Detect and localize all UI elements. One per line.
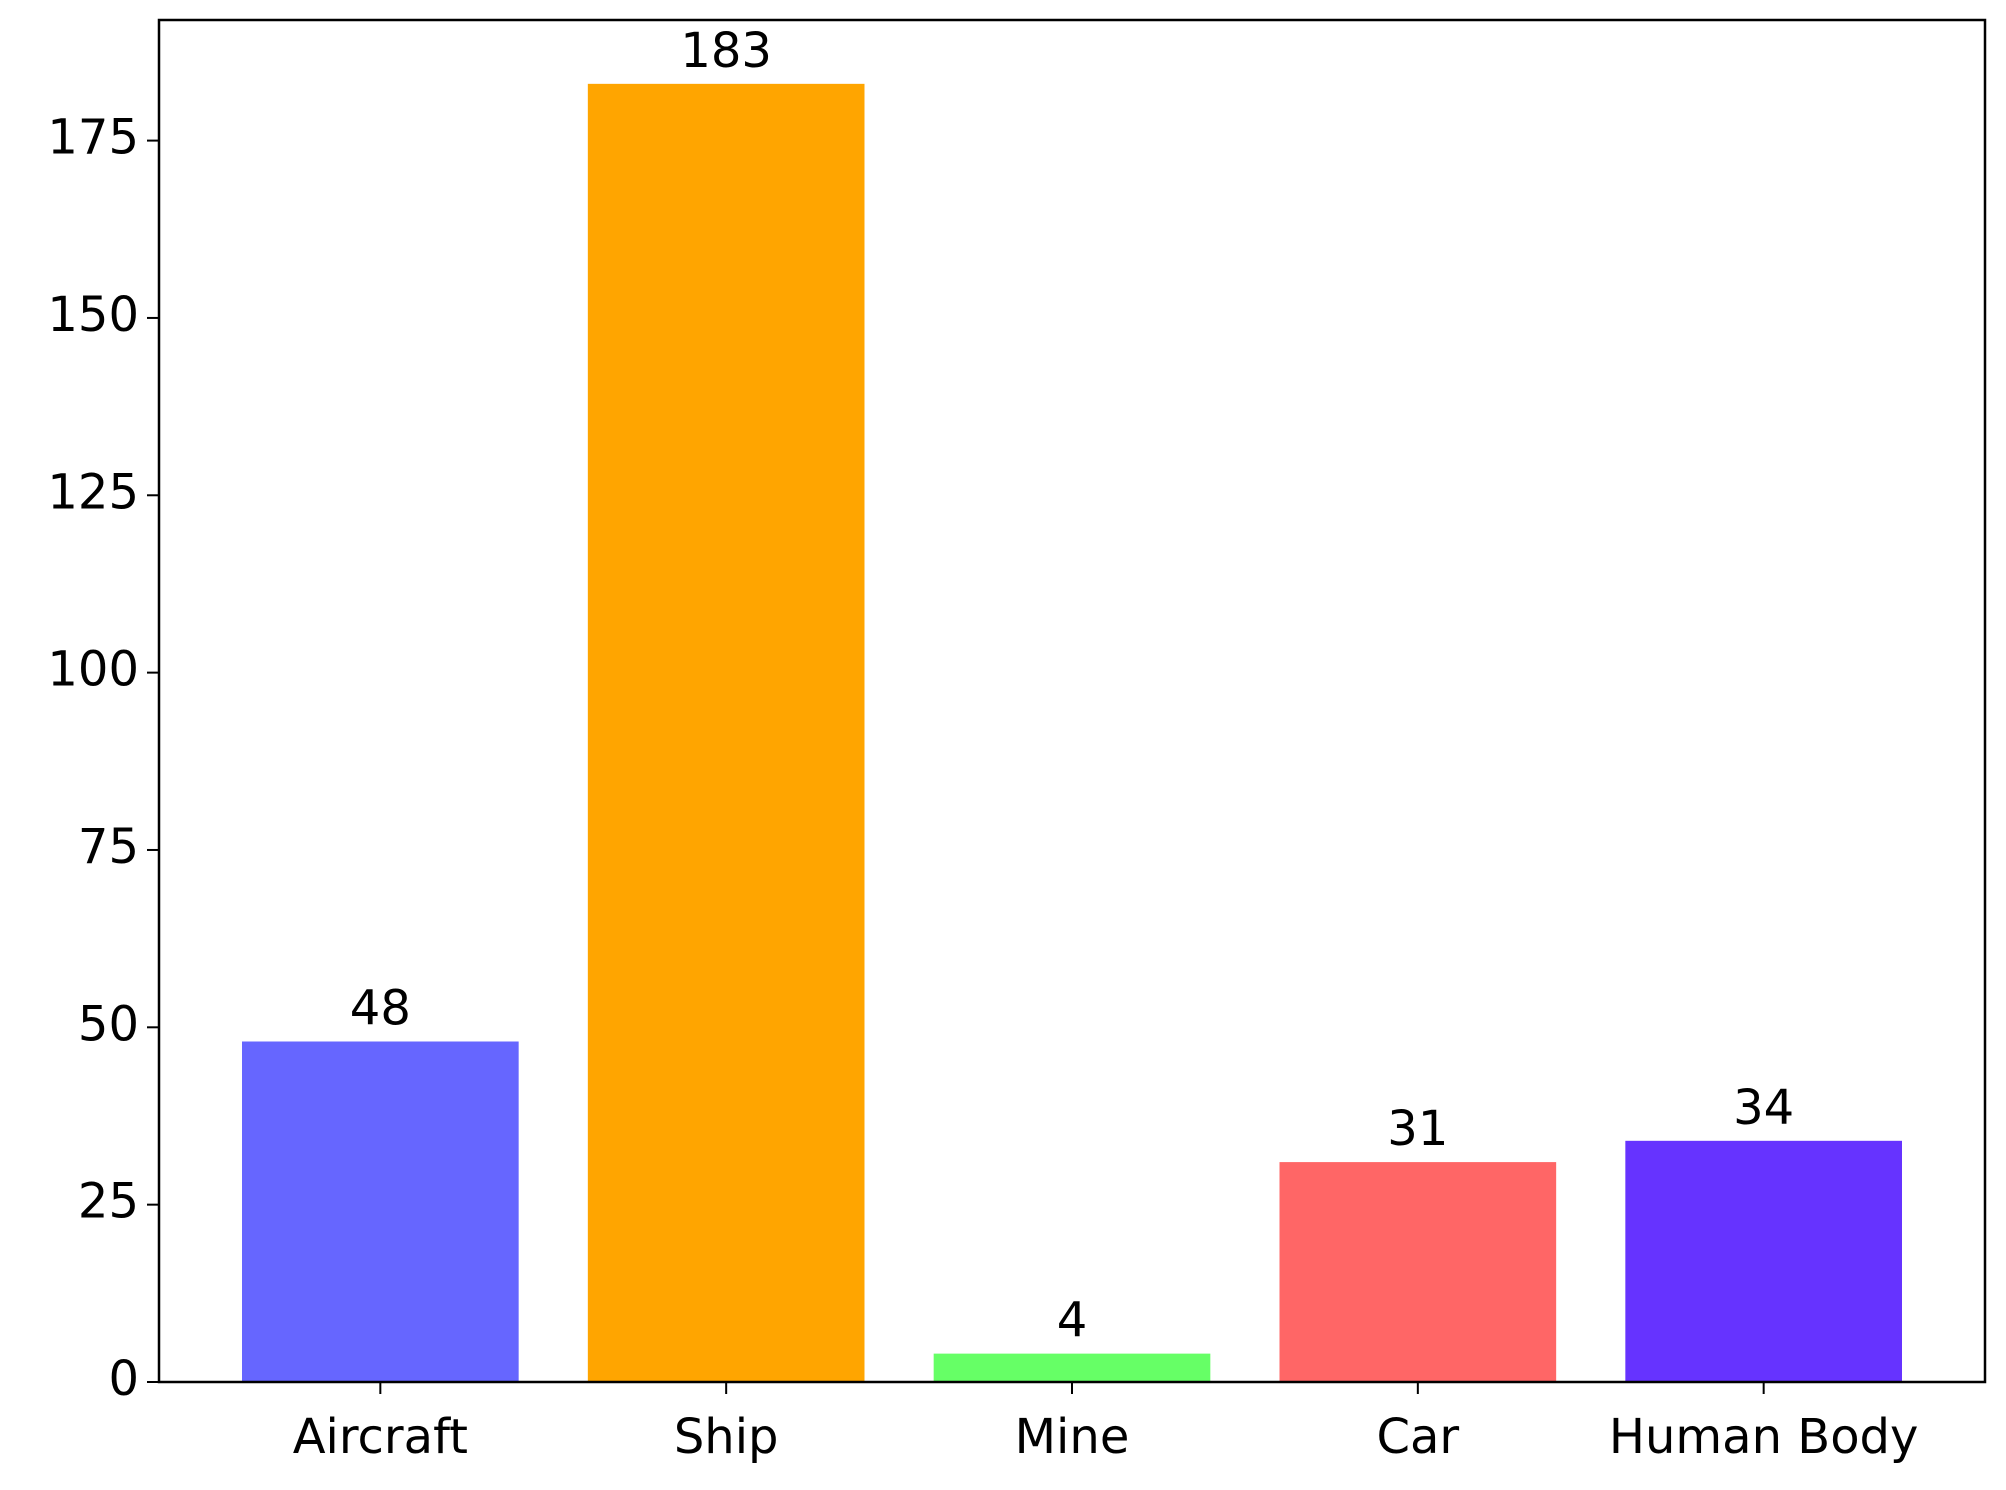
y-tick-label: 150 <box>47 287 139 343</box>
value-label: 34 <box>1733 1080 1794 1136</box>
x-tick-label: Car <box>1376 1409 1459 1465</box>
bar <box>587 83 865 1382</box>
x-tick-label: Ship <box>674 1409 779 1465</box>
y-tick-label: 125 <box>47 464 139 520</box>
bar <box>1279 1162 1557 1382</box>
y-tick-label: 0 <box>108 1351 139 1407</box>
x-tick-label: Human Body <box>1609 1409 1919 1465</box>
bar <box>1625 1140 1902 1382</box>
y-tick-label: 175 <box>47 110 139 166</box>
value-label: 31 <box>1387 1101 1448 1157</box>
bar <box>933 1353 1211 1382</box>
value-label: 48 <box>350 981 411 1037</box>
value-label: 183 <box>680 23 772 79</box>
y-tick-label: 25 <box>78 1174 139 1230</box>
y-tick-label: 75 <box>78 819 139 875</box>
plot-frame <box>157 18 1987 1384</box>
value-label: 4 <box>1057 1293 1088 1349</box>
x-tick-label: Mine <box>1015 1409 1130 1465</box>
y-tick-label: 100 <box>47 642 139 698</box>
bar <box>242 1041 519 1382</box>
y-tick-label: 50 <box>78 996 139 1052</box>
x-tick-label: Aircraft <box>293 1409 468 1465</box>
